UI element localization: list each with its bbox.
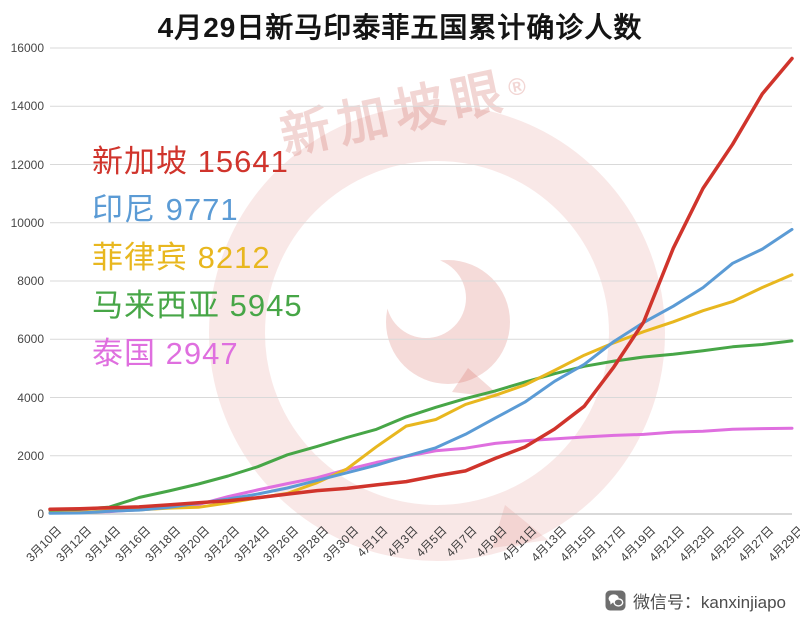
legend: 新加坡 15641 印尼 9771 菲律宾 8212 马来西亚 5945 泰国 2947 xyxy=(92,138,303,378)
wechat-icon xyxy=(605,590,626,611)
y-tick-label: 4000 xyxy=(17,390,44,405)
legend-item-1: 印尼 9771 xyxy=(92,192,239,227)
series-line-泰国 xyxy=(48,426,794,514)
y-tick-label: 10000 xyxy=(10,215,44,230)
chart-title: 4月29日新马印泰菲五国累计确诊人数 xyxy=(157,12,643,43)
y-tick-label: 0 xyxy=(37,507,44,521)
series-line-马来西亚 xyxy=(48,339,794,512)
y-tick-label: 12000 xyxy=(10,157,44,172)
legend-item-4: 泰国 2947 xyxy=(92,336,239,371)
series-line-新加坡 xyxy=(48,56,794,511)
y-tick-label: 8000 xyxy=(17,274,44,288)
y-tick-label: 16000 xyxy=(10,41,44,55)
legend-item-3: 马来西亚 5945 xyxy=(92,288,303,323)
legend-item-0: 新加坡 15641 xyxy=(92,144,289,179)
series-line-印尼 xyxy=(48,227,794,515)
footer: 微信号：kanxinjiapo xyxy=(605,588,786,613)
y-tick-label: 2000 xyxy=(17,448,44,463)
legend-item-2: 菲律宾 8212 xyxy=(92,240,271,275)
y-tick-label: 14000 xyxy=(10,99,44,114)
wechat-id-label: 微信号：kanxinjiapo xyxy=(632,593,786,612)
y-tick-label: 6000 xyxy=(17,332,44,347)
